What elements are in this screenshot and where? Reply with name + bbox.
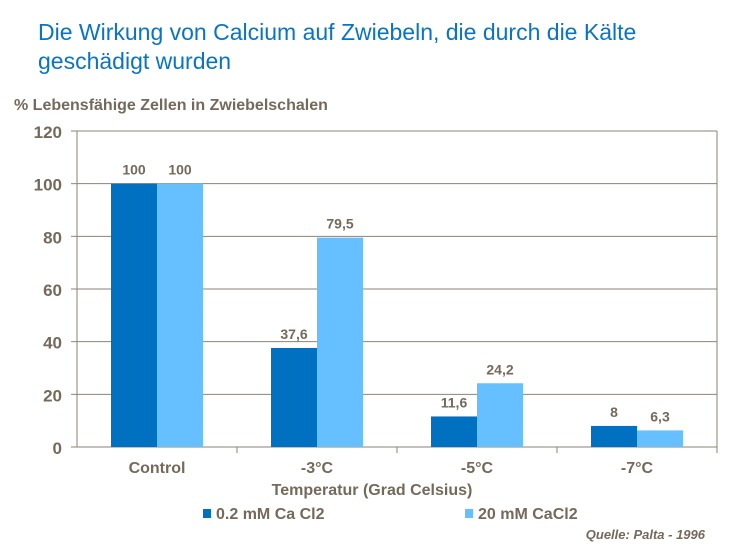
bar-2 bbox=[637, 430, 683, 447]
x-tick-label: -3°C bbox=[301, 460, 334, 477]
data-label: 8 bbox=[610, 404, 618, 420]
data-label: 79,5 bbox=[326, 216, 353, 232]
bar-1 bbox=[591, 425, 637, 447]
y-tick-label: 0 bbox=[53, 439, 62, 458]
bar-1 bbox=[431, 416, 477, 447]
data-label: 100 bbox=[122, 162, 146, 178]
bar-2 bbox=[477, 383, 523, 447]
data-label: 37,6 bbox=[280, 326, 307, 342]
y-axis-label: % Lebensfähige Zellen in Zwiebelschalen bbox=[14, 97, 328, 114]
data-label: 11,6 bbox=[441, 394, 468, 410]
y-tick-label: 100 bbox=[34, 176, 62, 195]
y-tick-label: 20 bbox=[43, 386, 62, 405]
x-tick-label: Control bbox=[129, 460, 186, 477]
data-label: 100 bbox=[168, 162, 192, 178]
y-tick-label: 120 bbox=[34, 123, 62, 142]
x-axis-label: Temperatur (Grad Celsius) bbox=[272, 482, 473, 499]
legend-label-2: 20 mM CaCl2 bbox=[478, 506, 578, 523]
x-tick-label: -5°C bbox=[461, 460, 494, 477]
chart-title: Die Wirkung von Calcium auf Zwiebeln, di… bbox=[38, 19, 637, 74]
legend-swatch-1 bbox=[203, 509, 211, 518]
legend-swatch-2 bbox=[465, 509, 473, 518]
data-label: 24,2 bbox=[486, 361, 513, 377]
bar-1 bbox=[271, 347, 317, 447]
bar-2 bbox=[317, 237, 363, 447]
bar-1 bbox=[111, 183, 157, 447]
y-tick-label: 80 bbox=[43, 228, 62, 247]
data-label: 6,3 bbox=[650, 408, 670, 424]
source-note: Quelle: Palta - 1996 bbox=[586, 527, 706, 542]
x-tick-label: -7°C bbox=[621, 460, 654, 477]
y-tick-label: 40 bbox=[43, 334, 62, 353]
y-tick-label: 60 bbox=[43, 281, 62, 300]
legend-label-1: 0.2 mM Ca Cl2 bbox=[216, 506, 325, 523]
bar-2 bbox=[157, 183, 203, 447]
